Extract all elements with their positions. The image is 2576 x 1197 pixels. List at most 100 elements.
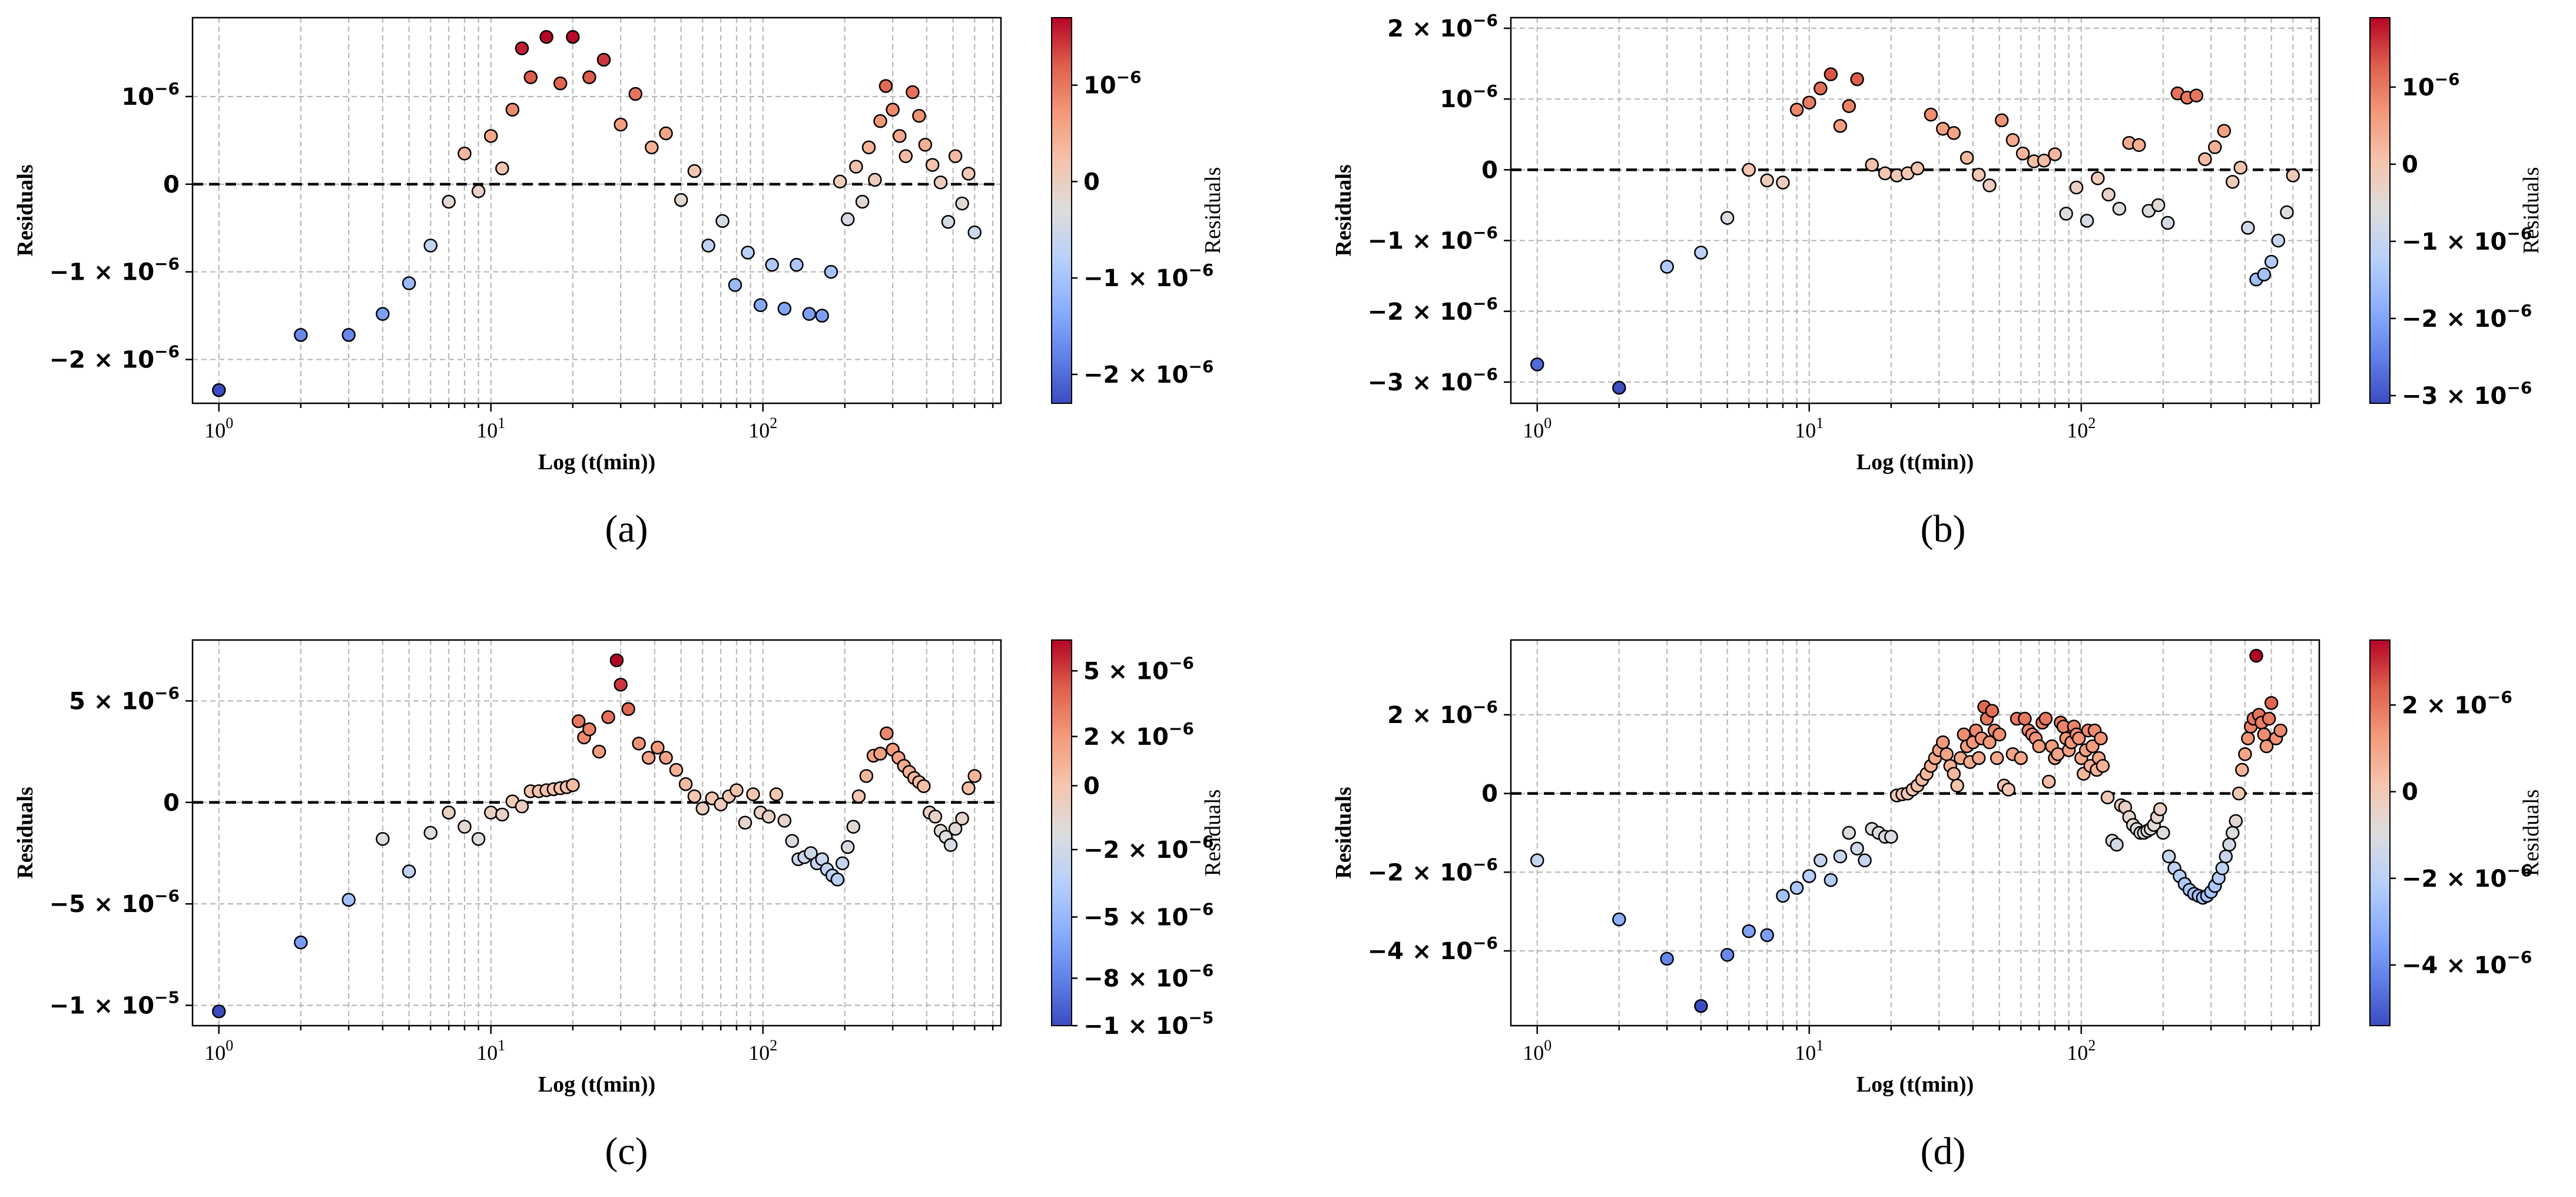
data-point — [674, 193, 688, 207]
data-point — [790, 258, 804, 272]
data-point — [753, 298, 768, 313]
data-point — [2151, 198, 2166, 213]
data-point — [651, 740, 665, 755]
data-point — [1947, 767, 1961, 781]
data-point — [614, 678, 628, 692]
data-point — [402, 864, 416, 878]
data-point — [1971, 751, 1986, 765]
data-point — [859, 769, 874, 783]
data-point — [2241, 221, 2255, 235]
data-point — [2189, 88, 2204, 102]
data-point — [442, 194, 456, 209]
x-tick-label: 101 — [1795, 415, 1824, 442]
data-point — [212, 383, 226, 397]
data-point — [592, 744, 606, 759]
y-tick-label: 10−6 — [1440, 81, 1498, 113]
data-point — [2232, 786, 2246, 801]
data-point — [2037, 154, 2051, 168]
data-point — [553, 76, 568, 91]
y-tick-label: −1 × 10−6 — [1368, 223, 1498, 255]
x-axis-label: Log (t(min)) — [1856, 450, 1974, 475]
data-point — [880, 726, 894, 741]
y-tick-label: 10−6 — [121, 79, 180, 111]
data-point — [2280, 205, 2294, 220]
data-point — [933, 175, 948, 190]
data-point — [1971, 168, 1986, 182]
data-point — [1814, 853, 1828, 868]
data-point — [851, 789, 866, 804]
data-point — [1612, 912, 1626, 927]
data-point — [2100, 790, 2115, 805]
data-point — [2235, 762, 2249, 777]
data-point — [1992, 727, 2007, 742]
data-point — [678, 777, 693, 791]
data-point — [609, 653, 624, 668]
data-point — [2222, 837, 2236, 852]
y-tick-label: 0 — [1481, 781, 1498, 808]
data-point — [442, 805, 456, 820]
y-axis-label: Residuals — [13, 787, 38, 878]
data-point — [342, 893, 356, 907]
colorbar-tick-label: −4 × 10−6 — [2402, 947, 2532, 979]
data-point — [1789, 881, 1804, 895]
data-point — [2080, 214, 2094, 228]
data-point — [1936, 735, 1950, 750]
y-tick-label: 2 × 10−6 — [1387, 11, 1498, 42]
y-axis-label: Residuals — [1331, 164, 1356, 256]
data-point — [2238, 747, 2252, 761]
colorbar-gradient — [2369, 639, 2391, 1026]
panel-caption: (a) — [605, 508, 648, 551]
colorbar: 10−6 0 −1 × 10−6 −2 × 10−6 −3 × 10−6 Residual… — [2369, 17, 2544, 410]
data-point — [1858, 853, 1872, 868]
data-point — [2032, 739, 2046, 754]
data-point — [962, 781, 976, 795]
data-point — [955, 196, 969, 211]
data-point — [1720, 211, 1735, 225]
colorbar-tick-label: 2 × 10−6 — [1083, 719, 1194, 751]
colorbar-tick-label: −2 × 10−6 — [2402, 301, 2532, 333]
data-point — [967, 769, 982, 783]
panel-caption: (c) — [605, 1130, 648, 1173]
colorbar: 5 × 10−6 2 × 10−6 0 −2 × 10−6 −5 × 10−6 −8 × … — [1051, 639, 1225, 1040]
data-point — [886, 102, 900, 117]
data-point — [294, 328, 308, 342]
y-tick-label: −2 × 10−6 — [1368, 854, 1498, 886]
data-point — [1802, 95, 1816, 110]
data-point — [1530, 357, 1544, 372]
y-tick-label: 2 × 10−6 — [1387, 697, 1498, 729]
data-point — [918, 138, 933, 152]
data-point — [539, 30, 553, 44]
grid — [193, 18, 1001, 403]
panel-caption: (d) — [1921, 1130, 1966, 1173]
colorbar-tick-label: −2 × 10−6 — [1083, 357, 1214, 389]
data-point — [2110, 837, 2124, 852]
x-tick-label: 102 — [748, 1037, 777, 1065]
data-point — [2225, 175, 2240, 189]
data-point — [515, 41, 529, 55]
data-point — [1985, 704, 2000, 718]
grid — [1511, 640, 2319, 1026]
data-point — [714, 797, 728, 811]
data-point — [471, 832, 486, 846]
data-point — [2262, 711, 2276, 726]
colorbar-tick-label: 0 — [2402, 779, 2418, 806]
data-point — [1982, 178, 1997, 193]
data-point — [484, 129, 498, 143]
data-point — [566, 778, 580, 793]
data-point — [2161, 849, 2176, 864]
data-point — [1824, 873, 1838, 887]
data-point — [873, 747, 887, 761]
data-point — [2038, 711, 2053, 726]
colorbar-tick-label: −2 × 10−6 — [1083, 832, 1214, 864]
data-point — [1694, 246, 1708, 260]
data-point — [1833, 849, 1848, 864]
colorbar-gradient — [1051, 17, 1072, 404]
data-point — [457, 820, 472, 834]
data-point — [1842, 99, 1856, 113]
data-point — [2264, 254, 2279, 269]
x-tick-label: 100 — [1523, 1037, 1551, 1065]
data-point — [1884, 830, 1898, 844]
data-point — [1865, 158, 1879, 172]
data-point — [342, 328, 356, 342]
colorbar: 10−6 0 −1 × 10−6 −2 × 10−6 Residuals — [1051, 17, 1225, 404]
